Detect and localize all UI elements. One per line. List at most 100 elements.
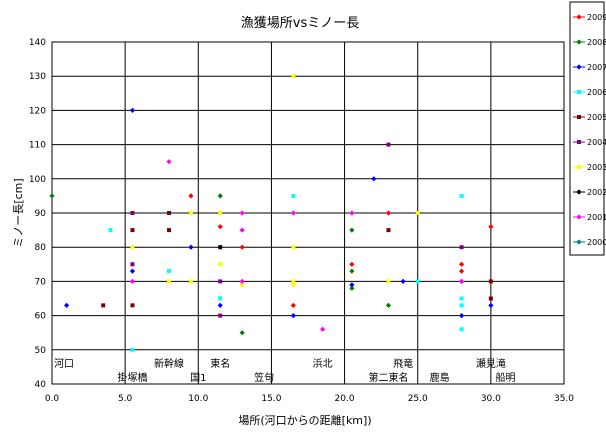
y-tick-label: 100 (29, 175, 46, 185)
point-2003 (188, 279, 193, 284)
x-axis-label: 場所(河口からの距離[km]) (238, 413, 371, 427)
y-tick-label: 50 (35, 346, 47, 356)
point-2005 (101, 303, 106, 308)
point-2006 (218, 296, 223, 301)
legend-label-2003: 2003 (587, 163, 606, 172)
landmark-label: 瀬見滝 (476, 358, 506, 370)
x-tick-label: 0.0 (45, 394, 60, 404)
point-2006 (130, 347, 135, 352)
point-2008 (239, 330, 245, 336)
legend-marker-2001 (576, 214, 582, 220)
point-2004 (218, 279, 223, 284)
point-2005 (386, 228, 391, 233)
grid (52, 42, 564, 384)
point-2007 (290, 313, 296, 319)
legend-marker-2006 (577, 90, 581, 94)
point-2008 (349, 285, 355, 291)
point-2005 (130, 228, 135, 233)
legend-marker-2004 (577, 140, 581, 144)
x-tick-label: 10.0 (188, 394, 208, 404)
point-2009 (459, 261, 465, 267)
y-tick-label: 40 (35, 380, 47, 390)
landmark-label: 鹿島 (430, 371, 450, 384)
legend-label-2009: 2009 (587, 13, 606, 22)
legend-marker-2003 (577, 165, 581, 169)
point-2003 (291, 279, 296, 284)
point-2009 (188, 193, 194, 199)
point-2003 (218, 262, 223, 267)
point-2007 (459, 313, 465, 319)
point-2009 (239, 244, 245, 250)
legend-label-2008: 2008 (587, 38, 606, 47)
landmark-label: 船明 (495, 371, 515, 384)
point-2008 (217, 193, 223, 199)
landmark-label: 飛竜 (393, 357, 413, 370)
y-tick-label: 70 (35, 277, 47, 287)
legend-marker-2009 (576, 14, 582, 20)
point-2008 (49, 193, 55, 199)
point-2004 (386, 142, 391, 147)
point-2002 (217, 244, 223, 250)
point-2008 (349, 227, 355, 233)
point-2001 (239, 278, 245, 284)
point-2003 (291, 245, 296, 250)
x-tick-label: 5.0 (118, 394, 133, 404)
point-2006 (108, 228, 113, 233)
point-2001 (166, 159, 172, 165)
point-2006 (167, 269, 172, 274)
point-2007 (371, 176, 377, 182)
legend-label-2001: 2001 (587, 213, 606, 222)
point-2006 (459, 193, 464, 198)
legend: 2009 2008 2007 2006 2005 2004 2003 2002 2001 2000 (569, 1, 606, 256)
point-2006 (291, 193, 296, 198)
point-2006 (459, 303, 464, 308)
point-2001 (290, 210, 296, 216)
point-2004 (218, 313, 223, 318)
point-2004 (130, 262, 135, 267)
point-2003 (291, 282, 296, 287)
y-tick-label: 130 (29, 72, 46, 82)
point-2003 (188, 211, 193, 215)
point-2007 (188, 244, 194, 250)
legend-marker-2008 (576, 39, 582, 45)
legend-label-2006: 2006 (587, 88, 606, 97)
y-tick-label: 110 (29, 141, 46, 151)
point-2007 (129, 107, 136, 113)
landmark-label: 掛塚橋 (117, 371, 147, 384)
point-2007 (64, 302, 70, 308)
x-tick-label: 20.0 (335, 394, 355, 404)
point-2005 (130, 303, 135, 308)
point-2009 (488, 224, 494, 230)
point-2004 (459, 245, 464, 250)
legend-marker-2005 (577, 115, 581, 119)
y-tick-label: 80 (35, 243, 47, 253)
landmark-label: 東名 (210, 357, 230, 370)
point-2001 (239, 227, 245, 233)
point-2008 (349, 268, 355, 274)
point-2005 (488, 296, 493, 301)
legend-marker-2000 (576, 239, 582, 245)
x-tick-label: 15.0 (261, 394, 281, 404)
point-2006 (415, 279, 420, 284)
point-2007 (488, 302, 494, 308)
point-2009 (217, 224, 223, 230)
point-2009 (349, 261, 355, 267)
legend-marker-2007 (576, 64, 582, 70)
point-2007 (129, 268, 136, 274)
point-2003 (291, 74, 296, 79)
legend-label-2004: 2004 (587, 138, 606, 147)
landmark-label: 浜北 (313, 358, 333, 370)
point-2009 (290, 302, 296, 308)
legend-label-2005: 2005 (587, 113, 606, 122)
data-points (49, 74, 494, 352)
point-2003 (218, 211, 223, 215)
axis-ticks: 0.0 5.0 10.0 15.0 20.0 25.0 30.0 35.0 40 50 60 70 80… (29, 38, 574, 404)
point-2001 (349, 210, 355, 216)
point-2003 (167, 279, 172, 284)
legend-box (569, 1, 605, 256)
point-2004 (130, 211, 135, 215)
chart-title: 漁獲場所vsミノー長 (241, 16, 359, 31)
point-2009 (459, 268, 465, 274)
